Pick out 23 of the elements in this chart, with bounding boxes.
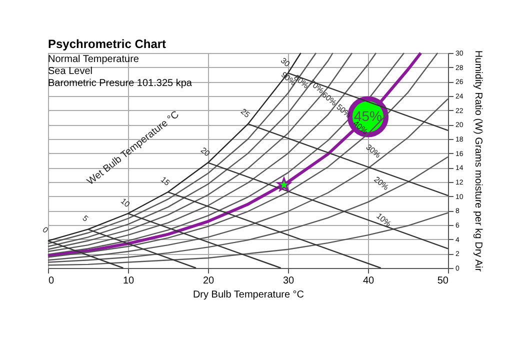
annotation: 30 xyxy=(278,56,292,69)
x-tick-label: 0 xyxy=(48,276,54,286)
annotation: 0 xyxy=(40,225,50,236)
annotation: 50% xyxy=(334,102,353,120)
y-axis-title: Humidity Ratio (W) Grams moisture per kg Dry Air xyxy=(472,50,484,272)
annotation: 30% xyxy=(364,142,382,160)
annotation: 20 xyxy=(198,146,212,159)
x-tick-label: 20 xyxy=(202,276,214,286)
annotation: 5 xyxy=(80,214,90,224)
x-tick-label: 50 xyxy=(437,276,449,286)
x-tick-label: 30 xyxy=(282,276,294,286)
chart-title: Psychrometric Chart xyxy=(48,37,166,51)
text: Sea Level xyxy=(48,66,92,77)
x-tick-label: 40 xyxy=(362,276,374,286)
annotation: 10 xyxy=(118,196,132,210)
annotation: 25 xyxy=(238,106,252,120)
annotation: 10% xyxy=(374,211,393,229)
text: Barometric Presure 101.325 kpa xyxy=(48,78,192,89)
annotation: 20% xyxy=(372,174,390,192)
annotation: 15 xyxy=(158,174,172,188)
x-tick-label: 10 xyxy=(122,276,134,286)
text: Normal Temperature xyxy=(48,54,139,65)
x-axis-title: Dry Bulb Temperature °C xyxy=(192,290,304,300)
